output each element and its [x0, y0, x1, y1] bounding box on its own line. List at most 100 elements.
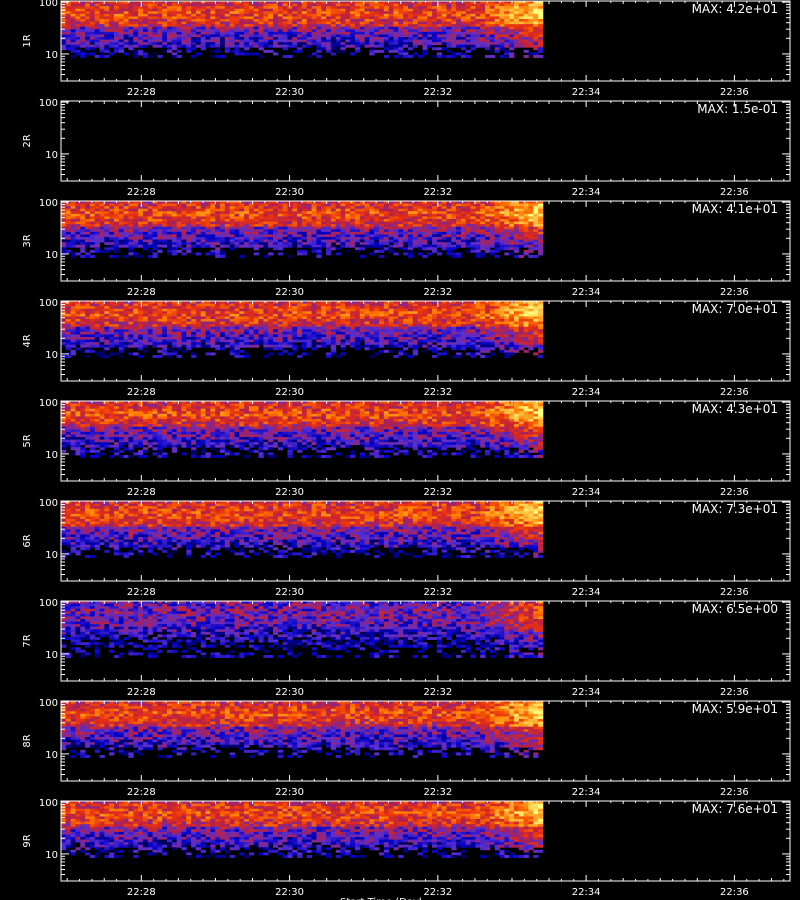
heatmap-cell [273, 8, 279, 12]
heatmap-cell [316, 211, 322, 215]
heatmap-cell [210, 39, 216, 43]
heatmap-cell [99, 316, 105, 320]
heatmap-cell [499, 219, 505, 222]
heatmap-cell [460, 211, 467, 215]
heatmap-cell [441, 21, 447, 25]
heatmap-cell [89, 24, 96, 28]
heatmap-cell [504, 8, 510, 12]
heatmap-cell [263, 203, 269, 207]
heatmap-cell [186, 311, 192, 315]
heatmap-cell [65, 244, 72, 248]
heatmap-cell [268, 24, 274, 28]
heatmap-cell [176, 37, 182, 40]
heatmap-cell [335, 211, 341, 215]
heatmap-cell [85, 216, 91, 220]
heatmap-cell [523, 224, 529, 228]
heatmap-cell [176, 49, 182, 53]
heatmap-cell [138, 216, 144, 220]
heatmap-cell [465, 219, 471, 222]
heatmap-cell [297, 219, 303, 222]
heatmap-cell [436, 242, 443, 246]
heatmap-cell [80, 311, 86, 315]
heatmap-cell [109, 229, 115, 233]
heatmap-cell [128, 224, 134, 228]
heatmap-cell [277, 42, 284, 46]
heatmap-cell [258, 239, 264, 243]
heatmap-cell [403, 237, 409, 240]
heatmap-cell [181, 331, 187, 335]
heatmap-cell [330, 229, 337, 233]
heatmap-cell [268, 231, 274, 235]
heatmap-cell [528, 8, 534, 12]
heatmap-cell [518, 226, 525, 230]
heatmap-cell [354, 11, 361, 15]
heatmap-cell [326, 16, 332, 20]
heatmap-cell [504, 252, 510, 256]
heatmap-cell [427, 229, 433, 233]
heatmap-cell [181, 252, 187, 256]
heatmap-cell [388, 216, 394, 220]
heatmap-cell [475, 13, 481, 17]
heatmap-cell [200, 203, 206, 207]
heatmap-cell [340, 224, 346, 228]
heatmap-cell [480, 221, 486, 225]
heatmap-cell [456, 26, 462, 30]
heatmap-cell [412, 237, 418, 240]
heatmap-cell [253, 52, 259, 56]
heatmap-cell [273, 11, 279, 15]
heatmap-cell [359, 213, 365, 217]
heatmap-cell [359, 201, 365, 204]
heatmap-cell [94, 42, 100, 46]
heatmap-cell [369, 239, 375, 243]
heatmap-cell [321, 13, 327, 17]
heatmap-cell [412, 211, 418, 215]
heatmap-cell [258, 21, 264, 25]
heatmap-cell [374, 242, 380, 246]
heatmap-cell [109, 224, 115, 228]
heatmap-cell [489, 44, 496, 48]
heatmap-cell [118, 354, 125, 358]
heatmap-cell [456, 1, 462, 4]
heatmap-cell [65, 219, 72, 222]
heatmap-cell [152, 221, 158, 225]
heatmap-cell [80, 339, 86, 343]
heatmap-cell [205, 21, 211, 25]
heatmap-cell [480, 229, 486, 233]
heatmap-cell [321, 229, 327, 233]
heatmap-cell [244, 231, 250, 235]
heatmap-cell [513, 29, 520, 33]
heatmap-cell [480, 1, 486, 4]
heatmap-cell [417, 203, 423, 207]
heatmap-cell [176, 342, 182, 346]
heatmap-cell [229, 237, 235, 240]
heatmap-cell [383, 206, 390, 210]
heatmap-cell [316, 224, 322, 228]
heatmap-cell [162, 213, 168, 217]
heatmap-cell [109, 231, 115, 235]
heatmap-cell [268, 11, 274, 15]
heatmap-cell [80, 324, 86, 328]
heatmap-cell [354, 3, 361, 7]
heatmap-cell [191, 221, 197, 225]
heatmap-cell [297, 211, 303, 215]
heatmap-cell [123, 224, 129, 228]
heatmap-cell [393, 49, 399, 53]
heatmap-cell [287, 19, 293, 22]
heatmap-cell [152, 203, 158, 207]
heatmap-cell [263, 31, 269, 35]
heatmap-cell [128, 21, 134, 25]
heatmap-cell [417, 54, 423, 58]
heatmap-cell [162, 311, 168, 315]
y-tick-label: 100 [39, 198, 58, 209]
heatmap-cell [374, 221, 380, 225]
heatmap-cell [403, 208, 409, 212]
heatmap-cell [229, 208, 235, 212]
heatmap-cell [167, 211, 173, 215]
heatmap-cell [475, 221, 481, 225]
heatmap-cell [422, 21, 428, 25]
heatmap-cell [85, 229, 91, 233]
heatmap-cell [205, 308, 211, 312]
heatmap-cell [258, 231, 264, 235]
heatmap-cell [321, 226, 327, 230]
heatmap-cell [533, 34, 539, 38]
